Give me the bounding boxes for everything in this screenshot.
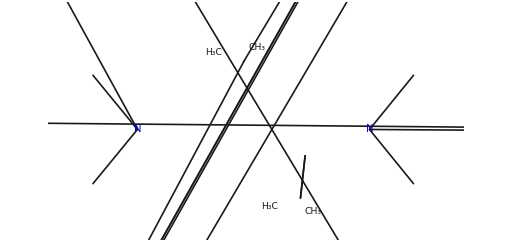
- Text: CH₃: CH₃: [305, 207, 322, 216]
- Text: CH₃: CH₃: [248, 43, 265, 52]
- Text: H₃C: H₃C: [205, 48, 222, 57]
- Text: N: N: [366, 124, 373, 135]
- Text: N: N: [134, 124, 141, 135]
- Text: H₃C: H₃C: [262, 202, 279, 211]
